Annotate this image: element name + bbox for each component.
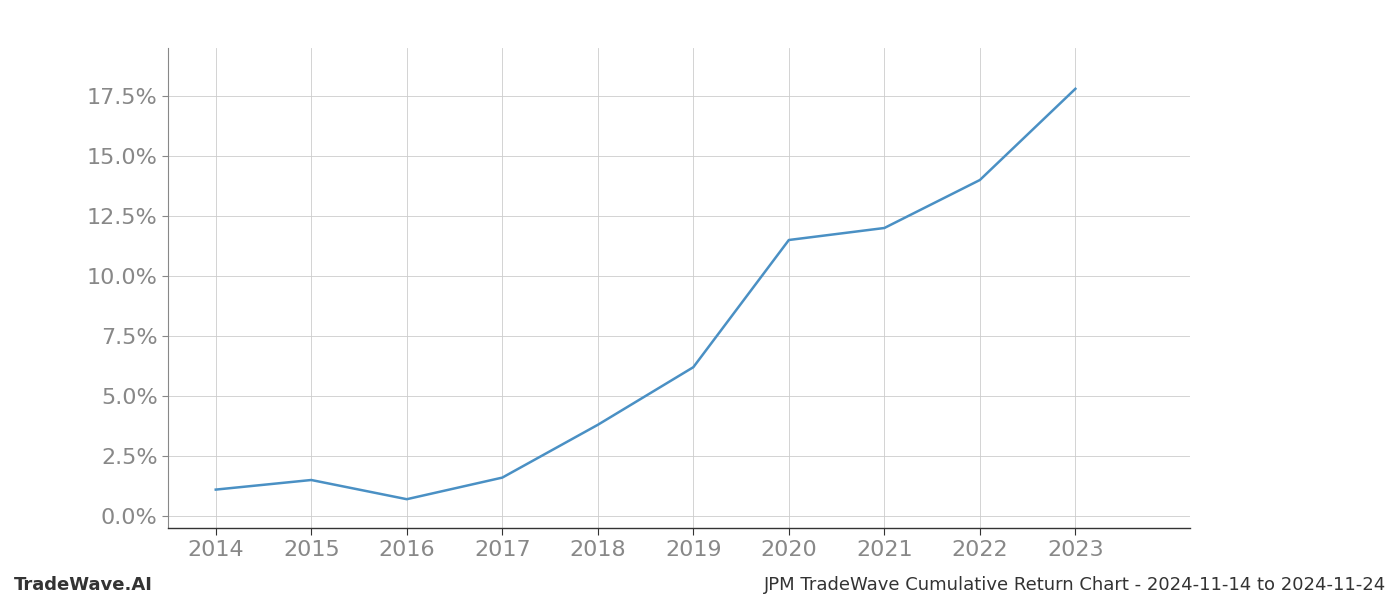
Text: JPM TradeWave Cumulative Return Chart - 2024-11-14 to 2024-11-24: JPM TradeWave Cumulative Return Chart - … [764, 576, 1386, 594]
Text: TradeWave.AI: TradeWave.AI [14, 576, 153, 594]
